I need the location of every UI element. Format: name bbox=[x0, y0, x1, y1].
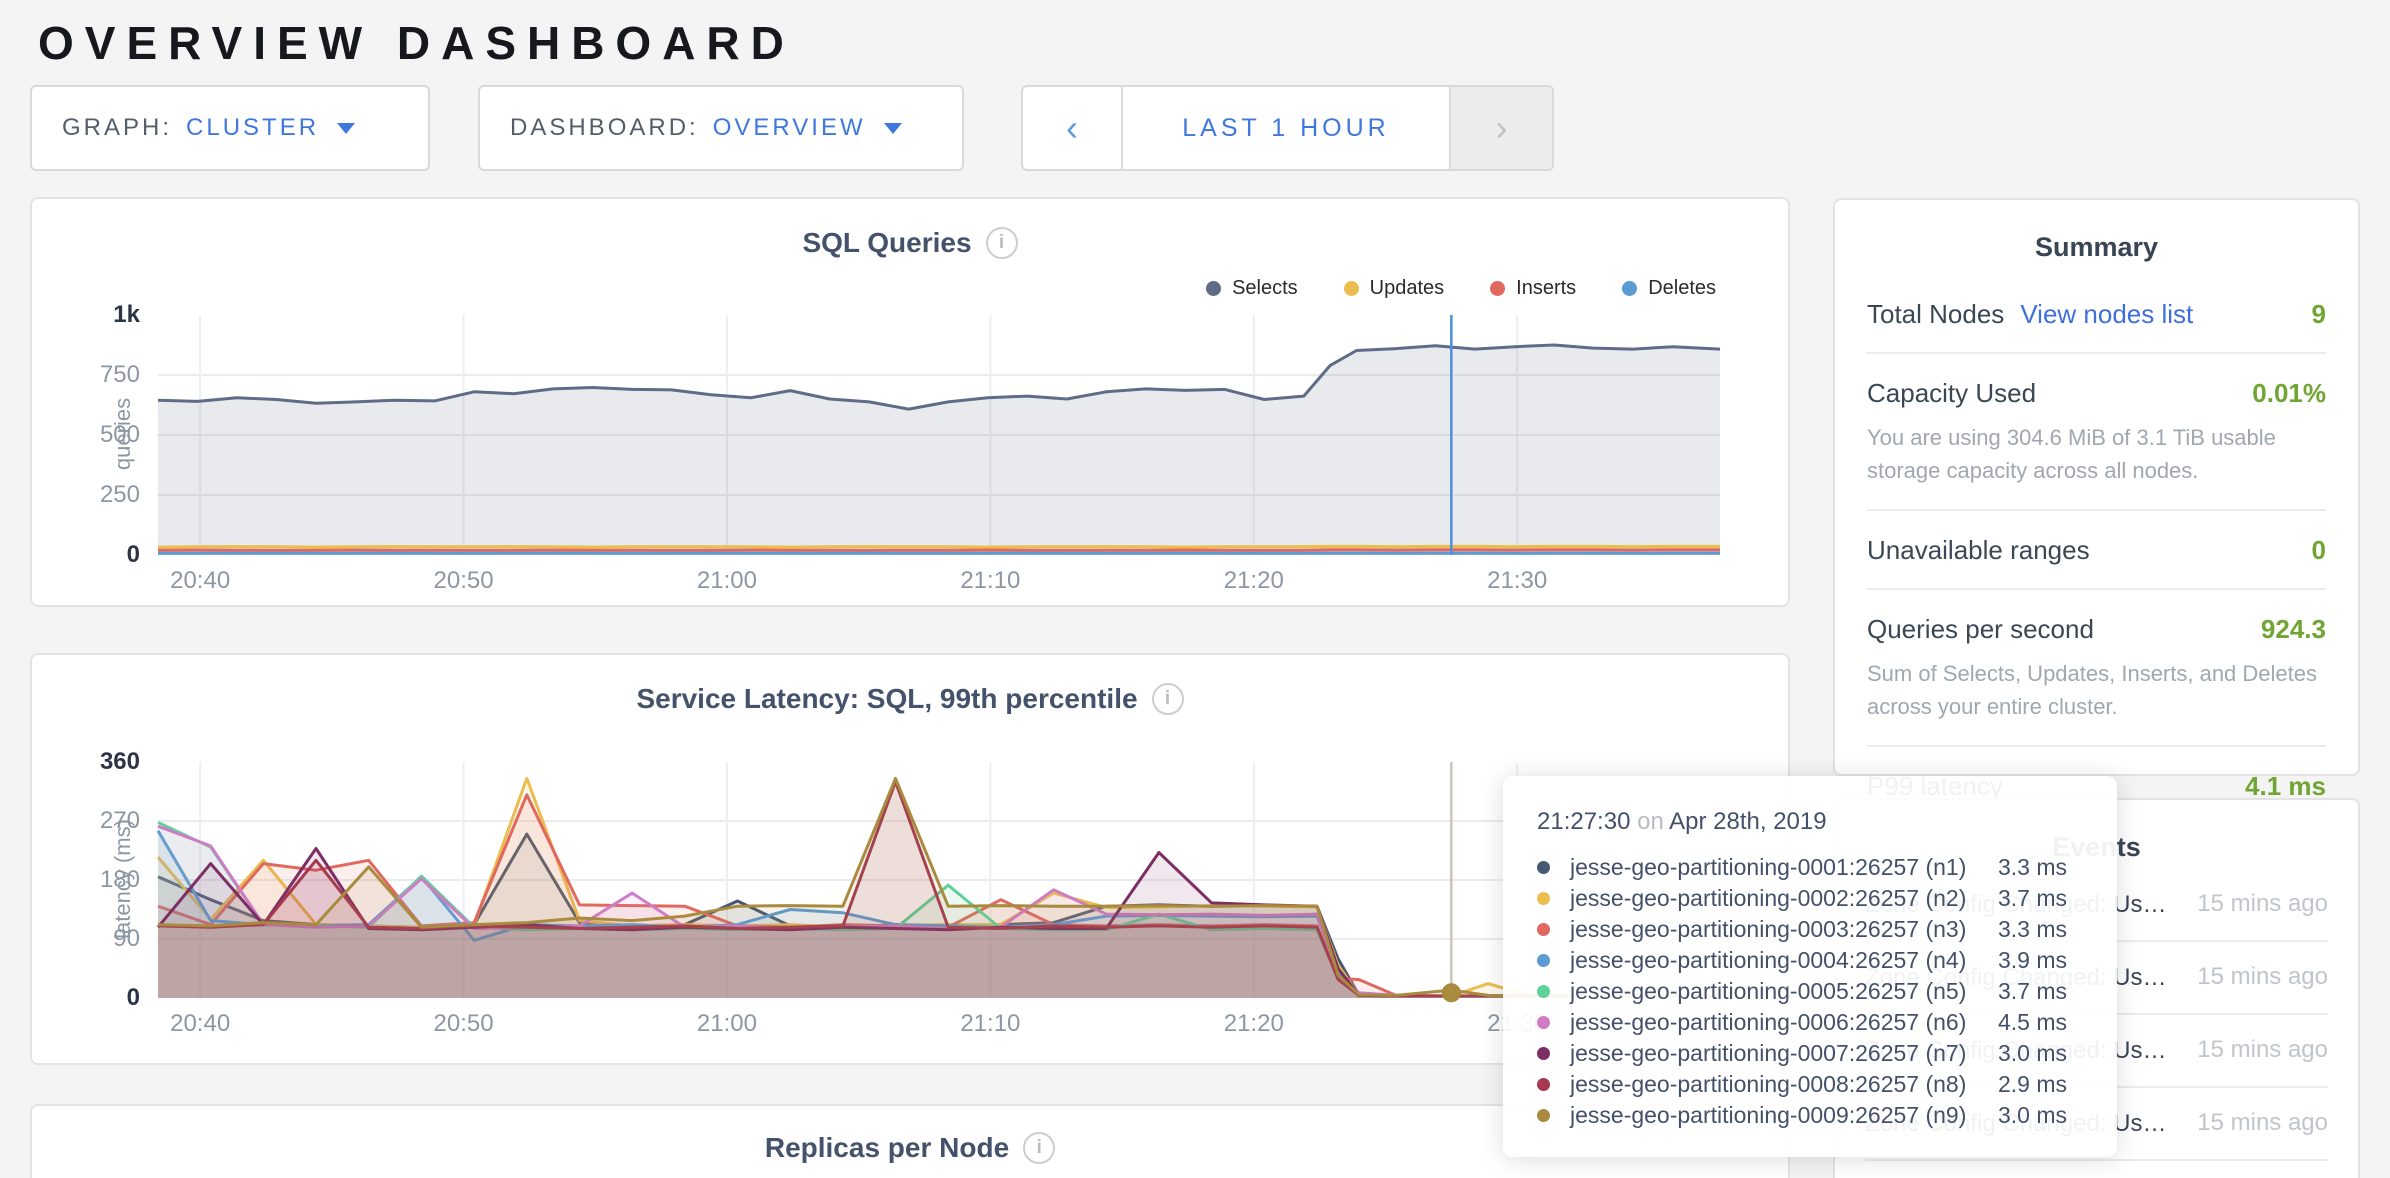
time-next-button[interactable]: › bbox=[1449, 87, 1552, 169]
info-icon[interactable]: i bbox=[985, 227, 1018, 259]
chevron-down-icon bbox=[337, 122, 356, 134]
chart-hover-tooltip: 21:27:30 on Apr 28th, 2019 jesse-geo-par… bbox=[1503, 776, 2117, 1157]
x-tick-label: 20:40 bbox=[170, 1010, 231, 1037]
series-dot-icon bbox=[1537, 1109, 1550, 1122]
event-row[interactable]: Zone Config Changed: User… 15 mins ago bbox=[1865, 1088, 2328, 1161]
inserts-dot-icon bbox=[1490, 281, 1506, 296]
y-axis-label: latency (ms) bbox=[110, 819, 135, 939]
summary-panel: Summary Total Nodes View nodes list 9 Ca… bbox=[1833, 198, 2360, 801]
legend-item-updates: Updates bbox=[1343, 277, 1444, 300]
updates-dot-icon bbox=[1343, 281, 1359, 296]
series-dot-icon bbox=[1537, 954, 1550, 967]
selects-dot-icon bbox=[1206, 281, 1222, 296]
summary-row-total-nodes: Total Nodes View nodes list 9 bbox=[1867, 275, 2326, 354]
legend-item-inserts: Inserts bbox=[1490, 277, 1576, 300]
legend-item-deletes: Deletes bbox=[1622, 277, 1716, 300]
tooltip-row: jesse-geo-partitioning-0003:26257 (n3) 3.… bbox=[1537, 914, 2087, 945]
page-title: OVERVIEW DASHBOARD bbox=[38, 17, 795, 69]
tooltip-row: jesse-geo-partitioning-0005:26257 (n5) 3.… bbox=[1537, 976, 2087, 1007]
summary-row-unavailable-ranges: Unavailable ranges 0 bbox=[1867, 511, 2326, 590]
x-tick-label: 21:30 bbox=[1487, 567, 1548, 594]
capacity-used-subtext: You are using 304.6 MiB of 3.1 TiB usabl… bbox=[1867, 425, 2276, 483]
series-dot-icon bbox=[1537, 1016, 1550, 1029]
time-range-label: LAST 1 HOUR bbox=[1182, 113, 1390, 142]
series-dot-icon bbox=[1537, 923, 1550, 936]
tooltip-row: jesse-geo-partitioning-0009:26257 (n9) 3.… bbox=[1537, 1100, 2087, 1131]
view-nodes-list-link[interactable]: View nodes list bbox=[2020, 299, 2194, 329]
y-tick-label: 250 bbox=[99, 481, 140, 508]
sql-queries-plot[interactable] bbox=[157, 315, 1721, 555]
service-latency-sql-99th-percentile-plot[interactable] bbox=[156, 762, 1721, 1003]
dashboard-dropdown-label: DASHBOARD: bbox=[510, 114, 699, 141]
x-tick-label: 20:50 bbox=[433, 567, 494, 594]
summary-row-qps: Queries per second 924.3 Sum of Selects,… bbox=[1867, 590, 2326, 747]
summary-title: Summary bbox=[2034, 232, 2159, 262]
p99-latency-value: 4.1 ms bbox=[2245, 771, 2326, 801]
x-tick-label: 21:00 bbox=[696, 1010, 757, 1037]
x-tick-label: 20:40 bbox=[170, 567, 231, 594]
legend-item-selects: Selects bbox=[1206, 277, 1298, 300]
deletes-dot-icon bbox=[1622, 281, 1638, 296]
replicas-per-node-title: Replicas per Node i bbox=[32, 1132, 1788, 1164]
time-prev-button[interactable]: ‹ bbox=[1023, 87, 1123, 169]
series-dot-icon bbox=[1537, 985, 1550, 998]
graph-dropdown[interactable]: GRAPH: CLUSTER bbox=[30, 85, 430, 171]
replicas-per-node-card: Replicas per Node i bbox=[30, 1104, 1790, 1178]
time-range-button[interactable]: LAST 1 HOUR bbox=[1123, 87, 1449, 169]
x-tick-label: 21:20 bbox=[1223, 1010, 1284, 1037]
tooltip-rows: jesse-geo-partitioning-0001:26257 (n1) 3.… bbox=[1537, 852, 2087, 1131]
series-dot-icon bbox=[1537, 1078, 1550, 1091]
series-dot-icon bbox=[1537, 1047, 1550, 1060]
tooltip-row: jesse-geo-partitioning-0008:26257 (n8) 2.… bbox=[1537, 1069, 2087, 1100]
x-tick-label: 20:50 bbox=[433, 1010, 494, 1037]
y-tick-label: 0 bbox=[126, 541, 140, 568]
y-tick-label: 360 bbox=[99, 748, 140, 775]
unavailable-ranges-value: 0 bbox=[2311, 535, 2326, 565]
tooltip-row: jesse-geo-partitioning-0004:26257 (n4) 3.… bbox=[1537, 945, 2087, 976]
x-tick-label: 21:20 bbox=[1223, 567, 1284, 594]
graph-dropdown-value: CLUSTER bbox=[186, 114, 320, 141]
tooltip-timestamp: 21:27:30 on Apr 28th, 2019 bbox=[1537, 808, 1827, 835]
y-axis-label: queries bbox=[110, 397, 135, 471]
dashboard-dropdown-value: OVERVIEW bbox=[712, 114, 866, 141]
x-tick-label: 21:10 bbox=[960, 567, 1021, 594]
y-tick-label: 1k bbox=[113, 301, 140, 328]
tooltip-row: jesse-geo-partitioning-0001:26257 (n1) 3.… bbox=[1537, 852, 2087, 883]
chevron-right-icon: › bbox=[1495, 107, 1508, 148]
sql-queries-title: SQL Queries i bbox=[32, 227, 1788, 259]
y-tick-label: 750 bbox=[99, 361, 140, 388]
chevron-left-icon: ‹ bbox=[1066, 107, 1078, 148]
tooltip-row: jesse-geo-partitioning-0002:26257 (n2) 3.… bbox=[1537, 883, 2087, 914]
y-tick-label: 180 bbox=[99, 866, 140, 893]
capacity-used-value: 0.01% bbox=[2252, 378, 2326, 408]
info-icon[interactable]: i bbox=[1023, 1132, 1056, 1164]
series-dot-icon bbox=[1537, 892, 1550, 905]
x-tick-label: 21:00 bbox=[696, 567, 757, 594]
sql-queries-legend: Selects Updates Inserts Deletes bbox=[1206, 277, 1716, 300]
summary-row-capacity-used: Capacity Used 0.01% You are using 304.6 … bbox=[1867, 354, 2326, 511]
dashboard-dropdown[interactable]: DASHBOARD: OVERVIEW bbox=[478, 85, 964, 171]
series-dot-icon bbox=[1537, 861, 1550, 874]
chevron-down-icon bbox=[883, 122, 902, 134]
tooltip-row: jesse-geo-partitioning-0006:26257 (n6) 4.… bbox=[1537, 1007, 2087, 1038]
qps-subtext: Sum of Selects, Updates, Inserts, and De… bbox=[1867, 661, 2318, 719]
x-tick-label: 21:10 bbox=[960, 1010, 1021, 1037]
y-tick-label: 500 bbox=[99, 421, 140, 448]
graph-dropdown-label: GRAPH: bbox=[62, 114, 173, 141]
qps-value: 924.3 bbox=[2260, 614, 2326, 644]
y-tick-label: 0 bbox=[126, 984, 140, 1011]
service-latency-title: Service Latency: SQL, 99th percentile i bbox=[32, 683, 1788, 715]
tooltip-row: jesse-geo-partitioning-0007:26257 (n7) 3.… bbox=[1537, 1038, 2087, 1069]
info-icon[interactable]: i bbox=[1151, 683, 1184, 715]
y-tick-label: 270 bbox=[99, 807, 140, 834]
time-range-selector: ‹ LAST 1 HOUR › bbox=[1021, 85, 1554, 171]
total-nodes-value: 9 bbox=[2311, 299, 2326, 329]
y-tick-label: 90 bbox=[113, 925, 140, 952]
